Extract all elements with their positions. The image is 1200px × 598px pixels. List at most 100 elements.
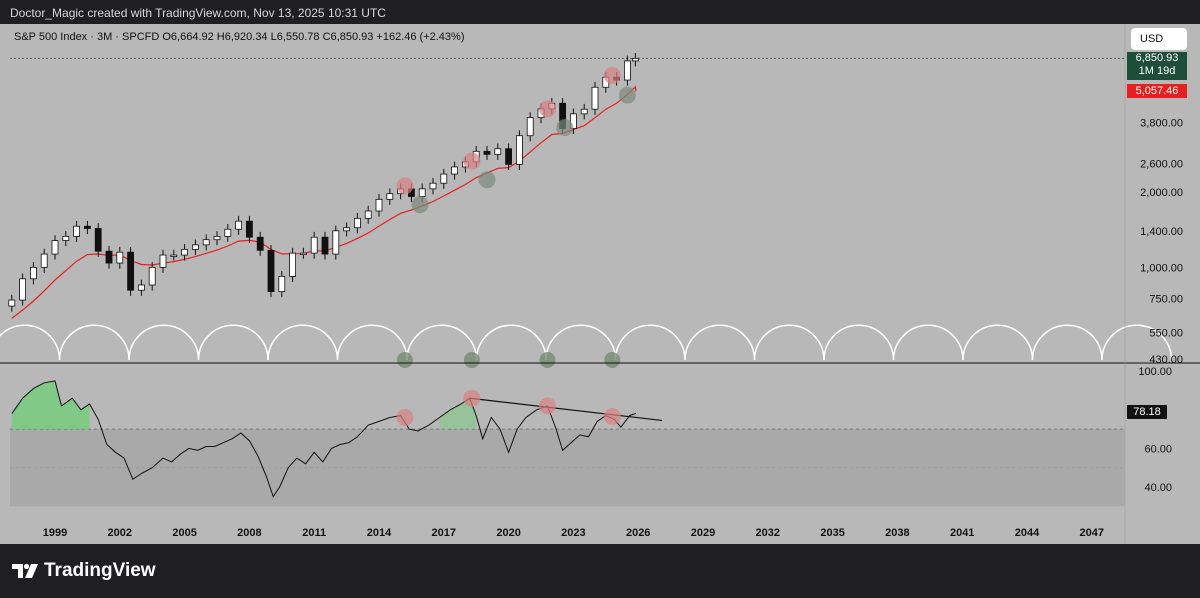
rsi-trendline — [469, 397, 663, 422]
candle-body — [51, 240, 59, 255]
price-tick-label: 2,000.00 — [1140, 187, 1183, 199]
cycle-arc — [823, 324, 895, 361]
candle-body — [159, 254, 167, 268]
time-tick-label: 2044 — [1015, 527, 1040, 539]
candle-body — [483, 150, 491, 155]
candle-body — [224, 228, 232, 237]
cycle-arc — [406, 324, 478, 361]
candle-body — [343, 227, 351, 232]
time-tick-label: 2023 — [561, 527, 585, 539]
cycle-arc — [892, 324, 964, 361]
time-tick-label: 1999 — [43, 527, 67, 539]
pivot-marker — [603, 66, 621, 84]
price-tick-label: 2,600.00 — [1140, 159, 1183, 171]
rsi-divergence-marker — [603, 408, 621, 426]
cycle-arc — [1101, 324, 1173, 361]
tradingview-brand-text: TradingView — [44, 560, 156, 581]
candle-body — [181, 248, 189, 256]
candle-body — [580, 108, 588, 115]
pivot-marker — [618, 86, 636, 104]
pivot-marker — [478, 171, 496, 189]
time-tick-label: 2029 — [691, 527, 715, 539]
candle-body — [202, 239, 210, 246]
candle-body — [526, 117, 534, 137]
rsi-tick-label: 60.00 — [1144, 443, 1172, 455]
tradingview-logo-icon — [12, 563, 38, 578]
cycle-arc — [58, 324, 130, 361]
rsi-band — [10, 429, 1125, 507]
candle-body — [148, 266, 156, 286]
time-tick-label: 2035 — [820, 527, 844, 539]
candle-body — [105, 250, 113, 264]
candle-body — [494, 148, 502, 155]
candle-body — [19, 278, 27, 301]
candle-body — [570, 113, 577, 129]
candle-body — [235, 220, 243, 230]
candle-body — [29, 266, 37, 280]
cycle-marker — [539, 352, 556, 368]
candle-body — [94, 228, 102, 252]
time-tick-label: 2020 — [496, 527, 520, 539]
rsi-tick-label: 40.00 — [1144, 482, 1172, 494]
price-tick-label: 3,800.00 — [1140, 117, 1183, 129]
candle-body — [591, 86, 599, 110]
candle-body — [40, 253, 48, 268]
candle-body — [278, 275, 286, 292]
candle-body — [364, 210, 372, 219]
attribution-bar: Doctor_Magic created with TradingView.co… — [0, 0, 1200, 24]
price-tick-label: 750.00 — [1149, 294, 1183, 306]
candle-body — [137, 284, 145, 291]
candle-body — [310, 236, 318, 254]
cycle-marker — [463, 352, 480, 368]
candle-body — [375, 198, 383, 212]
candle-body — [116, 251, 124, 264]
pivot-marker — [556, 119, 574, 137]
price-tick-label: 550.00 — [1149, 327, 1183, 339]
last-price-tag: 6,850.93 1M 19d — [1127, 52, 1187, 80]
candle-body — [84, 225, 91, 229]
cycle-arc — [753, 324, 825, 361]
ohlc-legend: S&P 500 Index · 3M · SPCFD O6,664.92 H6,… — [14, 31, 465, 43]
cycle-arc — [614, 324, 686, 361]
chart-area[interactable]: 430.00 550.00 750.00 1,000.00 1,400.00 2,000.… — [0, 24, 1200, 544]
candle-body — [332, 230, 340, 255]
candle-body — [505, 148, 513, 165]
price-tick-label: 1,400.00 — [1140, 226, 1183, 238]
time-tick-label: 2032 — [756, 527, 780, 539]
rsi-tick-label: 100.00 — [1138, 366, 1172, 378]
cycle-arc — [545, 324, 617, 361]
rsi-overbought-fill — [439, 398, 477, 430]
cycle-marker — [396, 352, 413, 368]
candle-body — [624, 60, 631, 81]
pivot-marker — [411, 196, 429, 214]
time-tick-label: 2038 — [885, 527, 909, 539]
rsi-overbought-fill — [11, 380, 90, 430]
time-tick-label: 2014 — [367, 527, 392, 539]
cycle-arc — [267, 324, 339, 361]
pivot-marker — [538, 100, 556, 118]
last-price-value: 6,850.93 — [1135, 52, 1179, 64]
time-tick-label: 2041 — [950, 527, 974, 539]
time-tick-label: 2017 — [432, 527, 456, 539]
cycle-arc — [336, 324, 408, 361]
time-tick-label: 2008 — [237, 527, 261, 539]
rsi-divergence-marker — [538, 397, 556, 415]
candle-body — [62, 235, 70, 241]
cycle-marker — [604, 352, 621, 368]
price-chart[interactable]: 430.00 550.00 750.00 1,000.00 1,400.00 2,000.… — [0, 24, 1200, 544]
tradingview-logo[interactable]: TradingView — [12, 560, 156, 582]
candle-body — [516, 135, 523, 165]
time-tick-label: 2047 — [1080, 527, 1104, 539]
time-tick-label: 2026 — [626, 527, 650, 539]
rsi-value-tag: 78.18 — [1127, 405, 1167, 419]
price-tick-label: 430.00 — [1149, 354, 1183, 366]
pivot-marker — [396, 177, 414, 195]
candle-body — [429, 182, 437, 190]
currency-button[interactable]: USD — [1131, 28, 1187, 50]
cycle-arc — [475, 324, 547, 361]
candle-body — [321, 236, 329, 255]
candle-body — [289, 252, 297, 277]
candle-body — [418, 188, 426, 197]
time-tick-label: 2011 — [302, 527, 326, 539]
candle-body — [191, 244, 199, 250]
